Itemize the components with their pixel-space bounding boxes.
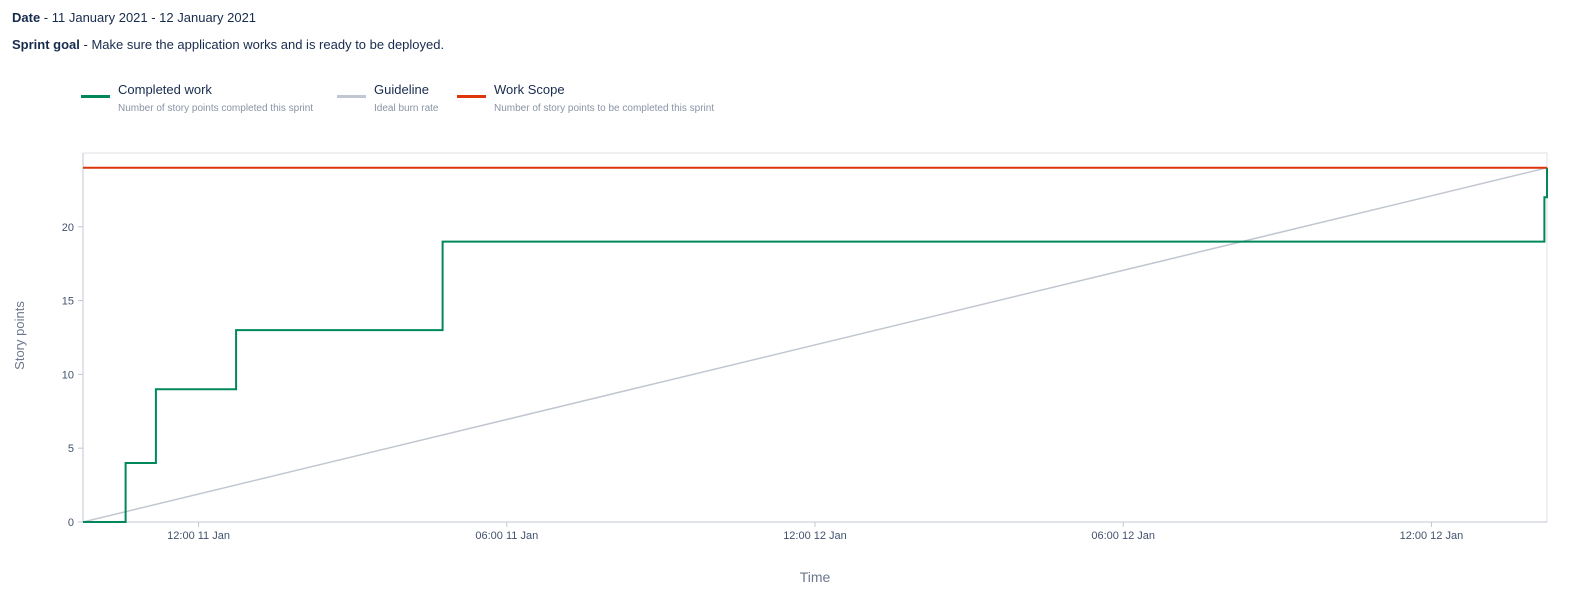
guideline-series <box>82 167 1548 523</box>
legend-title-work-scope: Work Scope <box>494 82 565 97</box>
sprint-date: Date - 11 January 2021 - 12 January 2021 <box>12 10 256 25</box>
legend-swatch-work-scope <box>457 95 486 98</box>
goal-label: Sprint goal <box>12 37 80 52</box>
y-axis-ticks: 0 5 10 15 20 <box>62 222 83 529</box>
sprint-goal: Sprint goal - Make sure the application … <box>12 37 444 52</box>
completed-work-series <box>83 167 1548 523</box>
goal-value: - Make sure the application works and is… <box>79 37 445 52</box>
legend-title-completed-work: Completed work <box>118 82 212 97</box>
y-tick-label: 5 <box>68 443 74 455</box>
legend-desc-work-scope: Number of story points to be completed t… <box>494 103 715 114</box>
plot-border <box>82 152 1548 523</box>
x-tick-label: 12:00 12 Jan <box>783 530 847 542</box>
x-tick-label: 12:00 12 Jan <box>1400 530 1464 542</box>
y-tick-label: 10 <box>62 369 74 381</box>
x-tick-label: 06:00 11 Jan <box>475 530 538 542</box>
y-tick-label: 20 <box>62 222 74 234</box>
legend-desc-completed-work: Number of story points completed this sp… <box>118 103 314 114</box>
y-tick-label: 15 <box>62 296 74 308</box>
y-tick-label: 0 <box>68 517 74 529</box>
x-tick-label: 12:00 11 Jan <box>167 530 230 542</box>
y-axis-title: Story points <box>12 301 27 370</box>
x-axis-ticks: 12:00 11 Jan 06:00 11 Jan 12:00 12 Jan 06:0… <box>167 522 1463 542</box>
legend-desc-guideline: Ideal burn rate <box>374 103 439 114</box>
completed-work-line <box>83 167 1548 523</box>
legend-swatch-completed-work <box>81 95 110 98</box>
x-axis-title: Time <box>800 569 831 585</box>
date-label: Date <box>12 10 41 25</box>
date-value: - 11 January 2021 - 12 January 2021 <box>40 10 257 25</box>
legend-swatch-guideline <box>337 95 366 98</box>
x-tick-label: 06:00 12 Jan <box>1091 530 1155 542</box>
plot-frame <box>82 152 1548 523</box>
legend-title-guideline: Guideline <box>374 82 429 97</box>
guideline-line <box>82 167 1548 523</box>
